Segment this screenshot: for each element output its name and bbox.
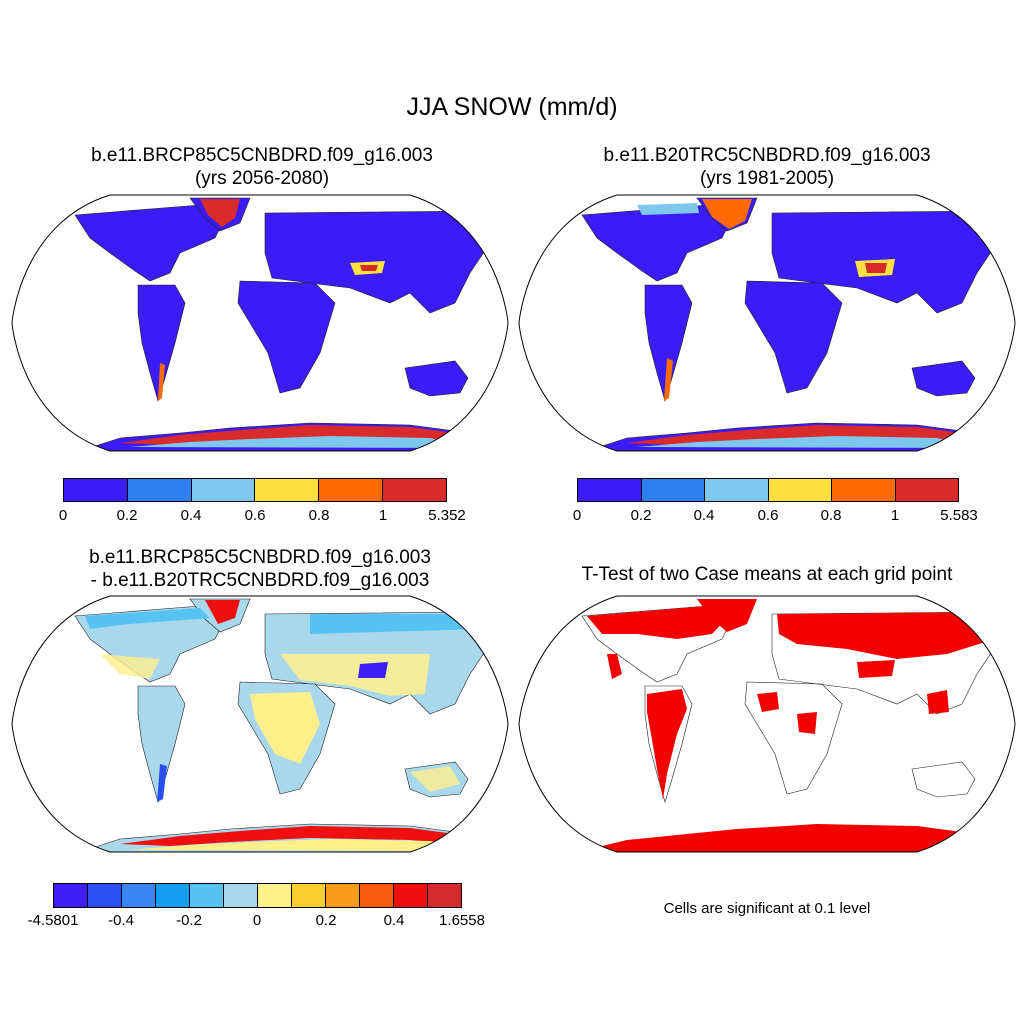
panel2-title: b.e11.B20TRC5CNBDRD.f09_g16.003 (yrs 198… — [517, 144, 1017, 190]
panel2-title-line2: (yrs 1981-2005) — [699, 168, 835, 189]
panel3-title-line1: b.e11.BRCP85C5CNBDRD.f09_g16.003 — [89, 547, 431, 568]
cb3-seg — [224, 884, 258, 907]
cb2-label: 0 — [572, 507, 582, 524]
cb2-label: 5.583 — [940, 507, 978, 524]
significant-cells — [577, 599, 995, 852]
cb3-label: 0.4 — [383, 912, 405, 929]
cb2-seg — [895, 479, 958, 501]
cb3-label: -4.5801 — [27, 912, 79, 929]
cb1-label: 5.352 — [428, 507, 466, 524]
cb2-seg — [641, 479, 705, 501]
colorbar-2-labels: 0 0.2 0.4 0.6 0.8 1 5.583 — [573, 507, 978, 527]
cb3-seg — [156, 884, 190, 907]
significance-note: Cells are significant at 0.1 level — [663, 900, 871, 917]
cb3-seg — [54, 884, 88, 907]
continents — [581, 197, 998, 451]
cb3-seg — [360, 884, 394, 907]
map-frame — [518, 194, 1016, 452]
cb1-seg — [383, 479, 446, 501]
cb2-label: 0.8 — [820, 507, 842, 524]
cb1-seg — [255, 479, 320, 501]
cb3-label: -0.2 — [176, 912, 202, 929]
cb2-seg — [705, 479, 769, 501]
cb1-label: 1 — [378, 507, 388, 524]
cb2-label: 0.6 — [757, 507, 779, 524]
map-frame — [518, 595, 1016, 853]
high-snow — [627, 199, 987, 448]
colorbar-3-labels: -4.5801 -0.4 -0.2 0 0.2 0.4 1.6558 — [28, 912, 485, 932]
cb3-label: 1.6558 — [439, 912, 485, 929]
diff-patterns — [85, 600, 482, 851]
cb2-seg — [578, 479, 642, 501]
panel1-map — [11, 194, 509, 452]
cb1-label: 0.2 — [116, 507, 138, 524]
map-frame — [11, 595, 509, 853]
panel1-title-line1: b.e11.BRCP85C5CNBDRD.f09_g16.003 — [91, 145, 433, 166]
cb1-seg — [191, 479, 256, 501]
panel4-map — [518, 595, 1016, 853]
cb3-label: 0 — [252, 912, 262, 929]
panel3-title-line2: - b.e11.B20TRC5CNBDRD.f09_g16.003 — [90, 570, 430, 591]
cb2-seg — [832, 479, 896, 501]
cb2-seg — [768, 479, 832, 501]
colorbar-3 — [53, 883, 462, 908]
panel3-title: b.e11.BRCP85C5CNBDRD.f09_g16.003 - b.e11… — [10, 546, 510, 592]
panel1-title: b.e11.BRCP85C5CNBDRD.f09_g16.003 (yrs 20… — [12, 144, 512, 190]
cb1-label: 0.6 — [244, 507, 266, 524]
high-snow — [120, 199, 480, 448]
cb2-label: 0.2 — [630, 507, 652, 524]
cb1-seg — [319, 479, 384, 501]
cb3-seg — [190, 884, 224, 907]
colorbar-2 — [577, 478, 959, 502]
cb3-seg — [428, 884, 461, 907]
map-frame — [11, 194, 509, 452]
cb3-seg — [292, 884, 326, 907]
cb3-seg — [326, 884, 360, 907]
cb2-label: 1 — [890, 507, 900, 524]
cb1-seg — [127, 479, 192, 501]
cb3-seg — [258, 884, 292, 907]
cb3-label: 0.2 — [315, 912, 337, 929]
colorbar-1 — [63, 478, 447, 502]
panel2-map — [518, 194, 1016, 452]
colorbar-1-labels: 0 0.2 0.4 0.6 0.8 1 5.352 — [59, 507, 466, 527]
cb2-label: 0.4 — [693, 507, 715, 524]
cb1-seg — [64, 479, 128, 501]
continents — [74, 197, 491, 451]
cb1-label: 0 — [58, 507, 68, 524]
panel2-title-line1: b.e11.B20TRC5CNBDRD.f09_g16.003 — [603, 145, 931, 166]
figure-title: JJA SNOW (mm/d) — [406, 93, 618, 121]
panel3-map — [11, 595, 509, 853]
cb3-label: -0.4 — [108, 912, 134, 929]
cb3-seg — [122, 884, 156, 907]
cb1-label: 0.8 — [308, 507, 330, 524]
cb3-seg — [88, 884, 122, 907]
cb1-label: 0.4 — [180, 507, 202, 524]
panel1-title-line2: (yrs 2056-2080) — [194, 168, 330, 189]
panel4-title: T-Test of two Case means at each grid po… — [581, 564, 953, 585]
cb3-seg — [394, 884, 428, 907]
